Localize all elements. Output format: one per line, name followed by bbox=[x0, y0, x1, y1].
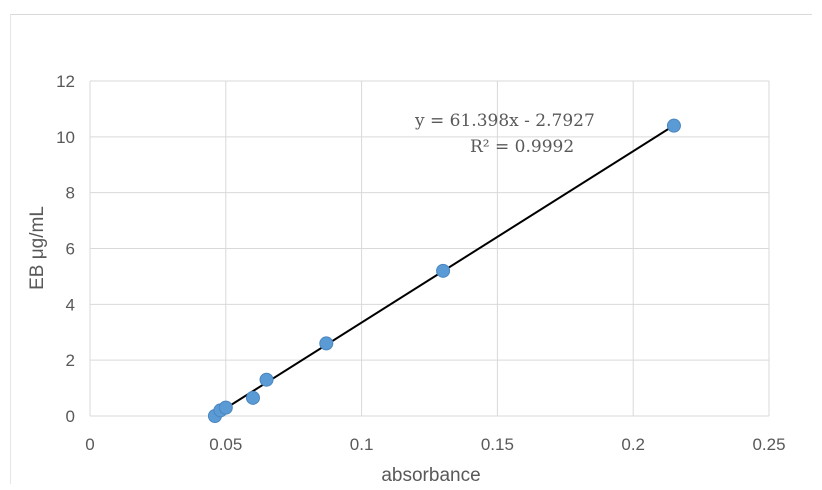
y-tick-label: 10 bbox=[56, 128, 75, 147]
data-point bbox=[666, 118, 681, 133]
y-axis-title: EB μg/mL bbox=[27, 206, 48, 290]
x-tick-label: 0.2 bbox=[621, 435, 645, 454]
y-tick-labels: 0 2 4 6 8 10 12 bbox=[56, 72, 75, 426]
x-axis-title: absorbance bbox=[381, 465, 480, 486]
r-squared-label: R² = 0.9992 bbox=[470, 137, 574, 157]
x-tick-label: 0.25 bbox=[752, 435, 785, 454]
y-tick-label: 0 bbox=[66, 407, 75, 426]
y-tick-label: 2 bbox=[66, 351, 75, 370]
trendline-equation: y = 61.398x - 2.7927 bbox=[414, 111, 595, 131]
x-tick-label: 0 bbox=[85, 435, 94, 454]
data-point bbox=[259, 372, 274, 387]
x-tick-label: 0.1 bbox=[350, 435, 374, 454]
x-tick-label: 0.05 bbox=[209, 435, 242, 454]
y-tick-label: 8 bbox=[66, 184, 75, 203]
y-tick-label: 12 bbox=[56, 72, 75, 91]
x-tick-labels: 0 0.05 0.1 0.15 0.2 0.25 bbox=[85, 435, 785, 454]
y-tick-label: 4 bbox=[66, 295, 75, 314]
data-point bbox=[436, 263, 451, 278]
chart-frame bbox=[10, 14, 812, 484]
data-point bbox=[319, 336, 334, 351]
data-points bbox=[207, 118, 681, 423]
y-tick-label: 6 bbox=[66, 240, 75, 259]
x-tick-label: 0.15 bbox=[481, 435, 514, 454]
data-point bbox=[245, 390, 260, 405]
data-point bbox=[218, 400, 233, 415]
grid-lines bbox=[89, 80, 770, 417]
